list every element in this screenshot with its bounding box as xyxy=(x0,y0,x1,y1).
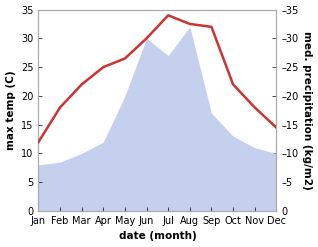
X-axis label: date (month): date (month) xyxy=(119,231,196,242)
Y-axis label: med. precipitation (kg/m2): med. precipitation (kg/m2) xyxy=(302,31,313,190)
Y-axis label: max temp (C): max temp (C) xyxy=(5,70,16,150)
